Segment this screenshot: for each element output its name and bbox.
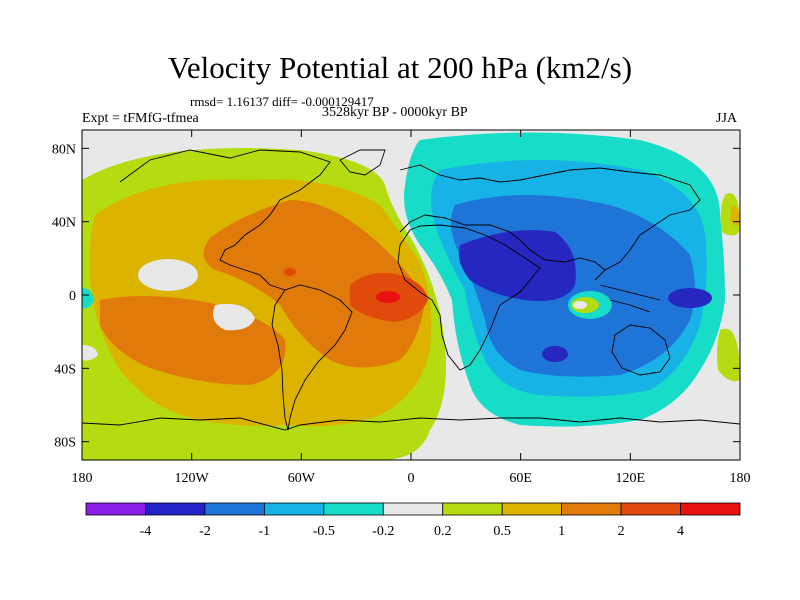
colorbar-swatch [204, 502, 265, 516]
coast-south-america-west [271, 289, 289, 431]
contour-neutral-indonesia [573, 301, 587, 309]
colorbar-swatch [680, 502, 741, 516]
lat-tick-label: 40N [52, 216, 76, 231]
colorbar-swatch [85, 502, 146, 516]
lat-tick-label: 0 [69, 289, 76, 304]
lon-tick-label: 0 [408, 471, 415, 486]
experiment-label: Expt = tFMfG-tfmea [82, 111, 199, 126]
lon-tick-label: 60W [288, 471, 316, 486]
colorbar-label: 0.2 [434, 524, 452, 539]
lat-tick-label: 40S [54, 362, 76, 377]
coast-africa [397, 224, 541, 371]
colorbar-swatch [620, 502, 681, 516]
colorbar-label: -0.2 [372, 524, 394, 539]
colorbar-label: 4 [677, 524, 684, 539]
colorbar-swatch [501, 502, 563, 516]
contour-cyan-west-edge [82, 288, 94, 309]
contour-deepblue-africa [458, 230, 576, 301]
lat-ticks: 80N 40N 0 40S 80S [52, 142, 740, 451]
lon-tick-label: 120W [175, 471, 210, 486]
colorbar-swatch [561, 502, 622, 516]
colorbar-label: -1 [259, 524, 271, 539]
lat-tick-label: 80S [54, 436, 76, 451]
colorbar-swatch [145, 502, 206, 516]
colorbar-label: -4 [140, 524, 152, 539]
colorbar-label: -0.5 [313, 524, 335, 539]
colorbar-label: 2 [618, 524, 625, 539]
colorbar-label: -2 [199, 524, 211, 539]
season-label: JJA [716, 111, 738, 126]
lon-tick-label: 180 [72, 471, 93, 486]
contour-gold-dateline [730, 205, 740, 226]
lon-tick-label: 120E [616, 471, 646, 486]
coast-north-america [119, 149, 331, 291]
contour-deepblue-south [542, 346, 568, 362]
coast-maritime-continent [599, 284, 661, 313]
coast-greenland [339, 149, 386, 176]
contour-field [82, 130, 740, 460]
lon-ticks: 180 120W 60W 0 60E 120E 180 [72, 130, 751, 486]
colorbar-swatch [382, 502, 444, 516]
coast-south-america-east [284, 284, 353, 431]
lon-tick-label: 180 [730, 471, 751, 486]
colorbar: -4 -2 -1 -0.5 -0.2 0.2 0.5 1 2 4 [85, 502, 741, 539]
colorbar-swatch [323, 502, 384, 516]
contour-neutral-pacific [138, 259, 198, 291]
coastlines [82, 149, 740, 431]
coast-australia [611, 324, 671, 376]
contour-orange-atlantic [203, 200, 425, 368]
contour-neutral-west-edge [82, 345, 98, 361]
contour-neutral-small [212, 303, 255, 331]
coast-eurasia-south [399, 214, 606, 271]
coast-antarctica [82, 417, 740, 431]
contour-deepblue-pacific [668, 288, 712, 308]
stats-label: rmsd= 1.16137 diff= -0.000129417 [190, 94, 374, 109]
period-label: 3528kyr BP - 0000kyr BP [322, 105, 468, 120]
colorbar-label: 0.5 [493, 524, 511, 539]
colorbar-swatch [263, 502, 325, 516]
coast-eurasia-north [399, 164, 701, 281]
colorbar-swatch [442, 502, 503, 516]
contour-red-core [376, 291, 400, 303]
contour-redorange-small [284, 268, 296, 276]
lon-tick-label: 60E [509, 471, 532, 486]
lat-tick-label: 80N [52, 142, 76, 157]
colorbar-label: 1 [558, 524, 565, 539]
map-title: Velocity Potential at 200 hPa (km2/s) [167, 50, 633, 85]
